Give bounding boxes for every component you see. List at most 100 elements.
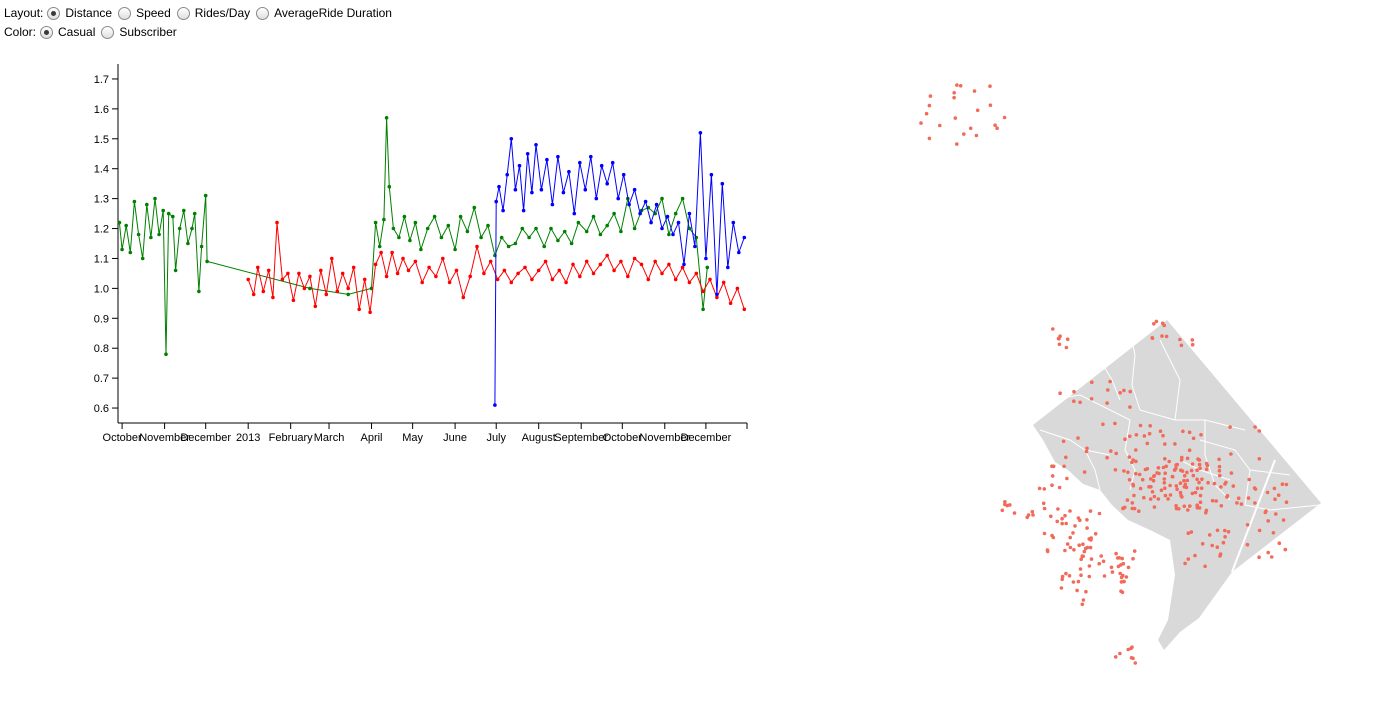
data-point[interactable]: [199, 244, 204, 249]
data-point[interactable]: [598, 262, 603, 267]
data-point[interactable]: [384, 274, 389, 279]
station-point[interactable]: [1148, 497, 1153, 501]
station-point[interactable]: [1223, 535, 1227, 539]
data-point[interactable]: [550, 202, 555, 207]
data-point[interactable]: [373, 262, 378, 267]
data-point[interactable]: [709, 172, 714, 177]
station-point[interactable]: [1226, 530, 1231, 534]
station-point[interactable]: [1195, 486, 1200, 491]
station-point[interactable]: [1206, 480, 1210, 485]
data-point[interactable]: [192, 211, 197, 216]
station-point[interactable]: [955, 83, 959, 87]
station-point[interactable]: [1155, 471, 1159, 475]
station-point[interactable]: [1128, 389, 1132, 394]
station-point[interactable]: [1224, 480, 1228, 485]
station-point[interactable]: [1212, 481, 1217, 486]
station-point[interactable]: [1078, 400, 1082, 405]
data-point[interactable]: [545, 157, 549, 162]
station-point[interactable]: [1174, 506, 1179, 511]
station-point[interactable]: [1164, 334, 1169, 339]
station-point[interactable]: [1276, 493, 1281, 498]
station-point[interactable]: [1163, 486, 1167, 491]
station-point[interactable]: [1119, 575, 1124, 580]
data-point[interactable]: [621, 172, 626, 177]
data-point[interactable]: [280, 277, 285, 282]
data-point[interactable]: [502, 268, 507, 273]
station-point[interactable]: [1159, 488, 1164, 493]
station-point[interactable]: [1179, 343, 1184, 348]
data-point[interactable]: [128, 250, 133, 255]
station-point[interactable]: [1150, 490, 1155, 494]
data-point[interactable]: [649, 220, 653, 225]
data-point[interactable]: [340, 271, 345, 276]
station-point[interactable]: [1051, 327, 1055, 331]
data-point[interactable]: [643, 199, 648, 204]
station-point[interactable]: [968, 126, 973, 131]
station-point[interactable]: [995, 126, 999, 130]
data-point[interactable]: [589, 154, 593, 159]
station-point[interactable]: [1179, 468, 1183, 473]
station-point[interactable]: [1223, 528, 1227, 533]
station-point[interactable]: [1050, 483, 1054, 488]
data-point[interactable]: [708, 277, 712, 282]
station-point[interactable]: [1062, 464, 1066, 469]
station-point[interactable]: [1068, 509, 1072, 513]
station-point[interactable]: [1050, 474, 1055, 478]
station-point[interactable]: [1131, 556, 1135, 561]
data-point[interactable]: [166, 211, 171, 216]
data-point[interactable]: [680, 265, 685, 270]
station-point[interactable]: [1142, 495, 1146, 500]
station-point[interactable]: [1150, 336, 1154, 340]
data-point[interactable]: [680, 196, 685, 201]
station-point[interactable]: [1089, 536, 1093, 540]
data-point[interactable]: [251, 292, 256, 297]
data-point[interactable]: [297, 271, 301, 276]
station-point[interactable]: [1042, 487, 1047, 491]
station-point[interactable]: [1185, 470, 1189, 475]
data-point[interactable]: [266, 268, 271, 273]
data-point[interactable]: [523, 265, 527, 270]
station-point[interactable]: [1257, 528, 1262, 533]
data-point[interactable]: [182, 208, 186, 213]
data-point[interactable]: [136, 232, 141, 237]
station-point[interactable]: [975, 108, 980, 113]
data-point[interactable]: [509, 137, 514, 141]
station-point[interactable]: [1168, 493, 1173, 497]
station-point[interactable]: [1130, 506, 1135, 511]
station-point[interactable]: [1162, 323, 1166, 328]
data-point[interactable]: [161, 208, 165, 213]
data-point[interactable]: [197, 289, 201, 294]
data-point[interactable]: [401, 256, 405, 261]
station-point[interactable]: [1173, 442, 1177, 446]
data-point[interactable]: [626, 274, 630, 279]
data-point[interactable]: [726, 265, 730, 270]
station-point[interactable]: [1078, 518, 1082, 522]
station-point[interactable]: [1113, 655, 1118, 659]
data-point[interactable]: [413, 220, 418, 225]
station-point[interactable]: [1082, 470, 1087, 474]
station-point[interactable]: [1190, 342, 1195, 347]
station-point[interactable]: [1065, 337, 1070, 342]
station-point[interactable]: [1063, 548, 1067, 553]
station-point[interactable]: [1185, 478, 1190, 483]
data-point[interactable]: [667, 262, 671, 267]
station-point[interactable]: [1210, 498, 1215, 503]
data-point[interactable]: [612, 211, 616, 216]
data-point[interactable]: [671, 232, 675, 237]
station-point[interactable]: [1182, 504, 1187, 509]
data-point[interactable]: [479, 235, 483, 240]
station-point[interactable]: [1124, 575, 1129, 579]
station-point[interactable]: [1060, 577, 1064, 582]
data-point[interactable]: [286, 271, 290, 276]
data-point[interactable]: [513, 241, 518, 246]
station-point[interactable]: [1195, 503, 1199, 508]
data-point[interactable]: [728, 301, 733, 306]
station-point[interactable]: [1198, 466, 1202, 471]
data-point[interactable]: [390, 250, 394, 255]
station-point[interactable]: [1174, 466, 1178, 471]
data-point[interactable]: [441, 256, 445, 261]
data-point[interactable]: [578, 160, 582, 165]
data-point[interactable]: [132, 199, 137, 204]
speed-radio[interactable]: [118, 7, 132, 20]
subscriber-label[interactable]: Subscriber: [119, 25, 177, 39]
